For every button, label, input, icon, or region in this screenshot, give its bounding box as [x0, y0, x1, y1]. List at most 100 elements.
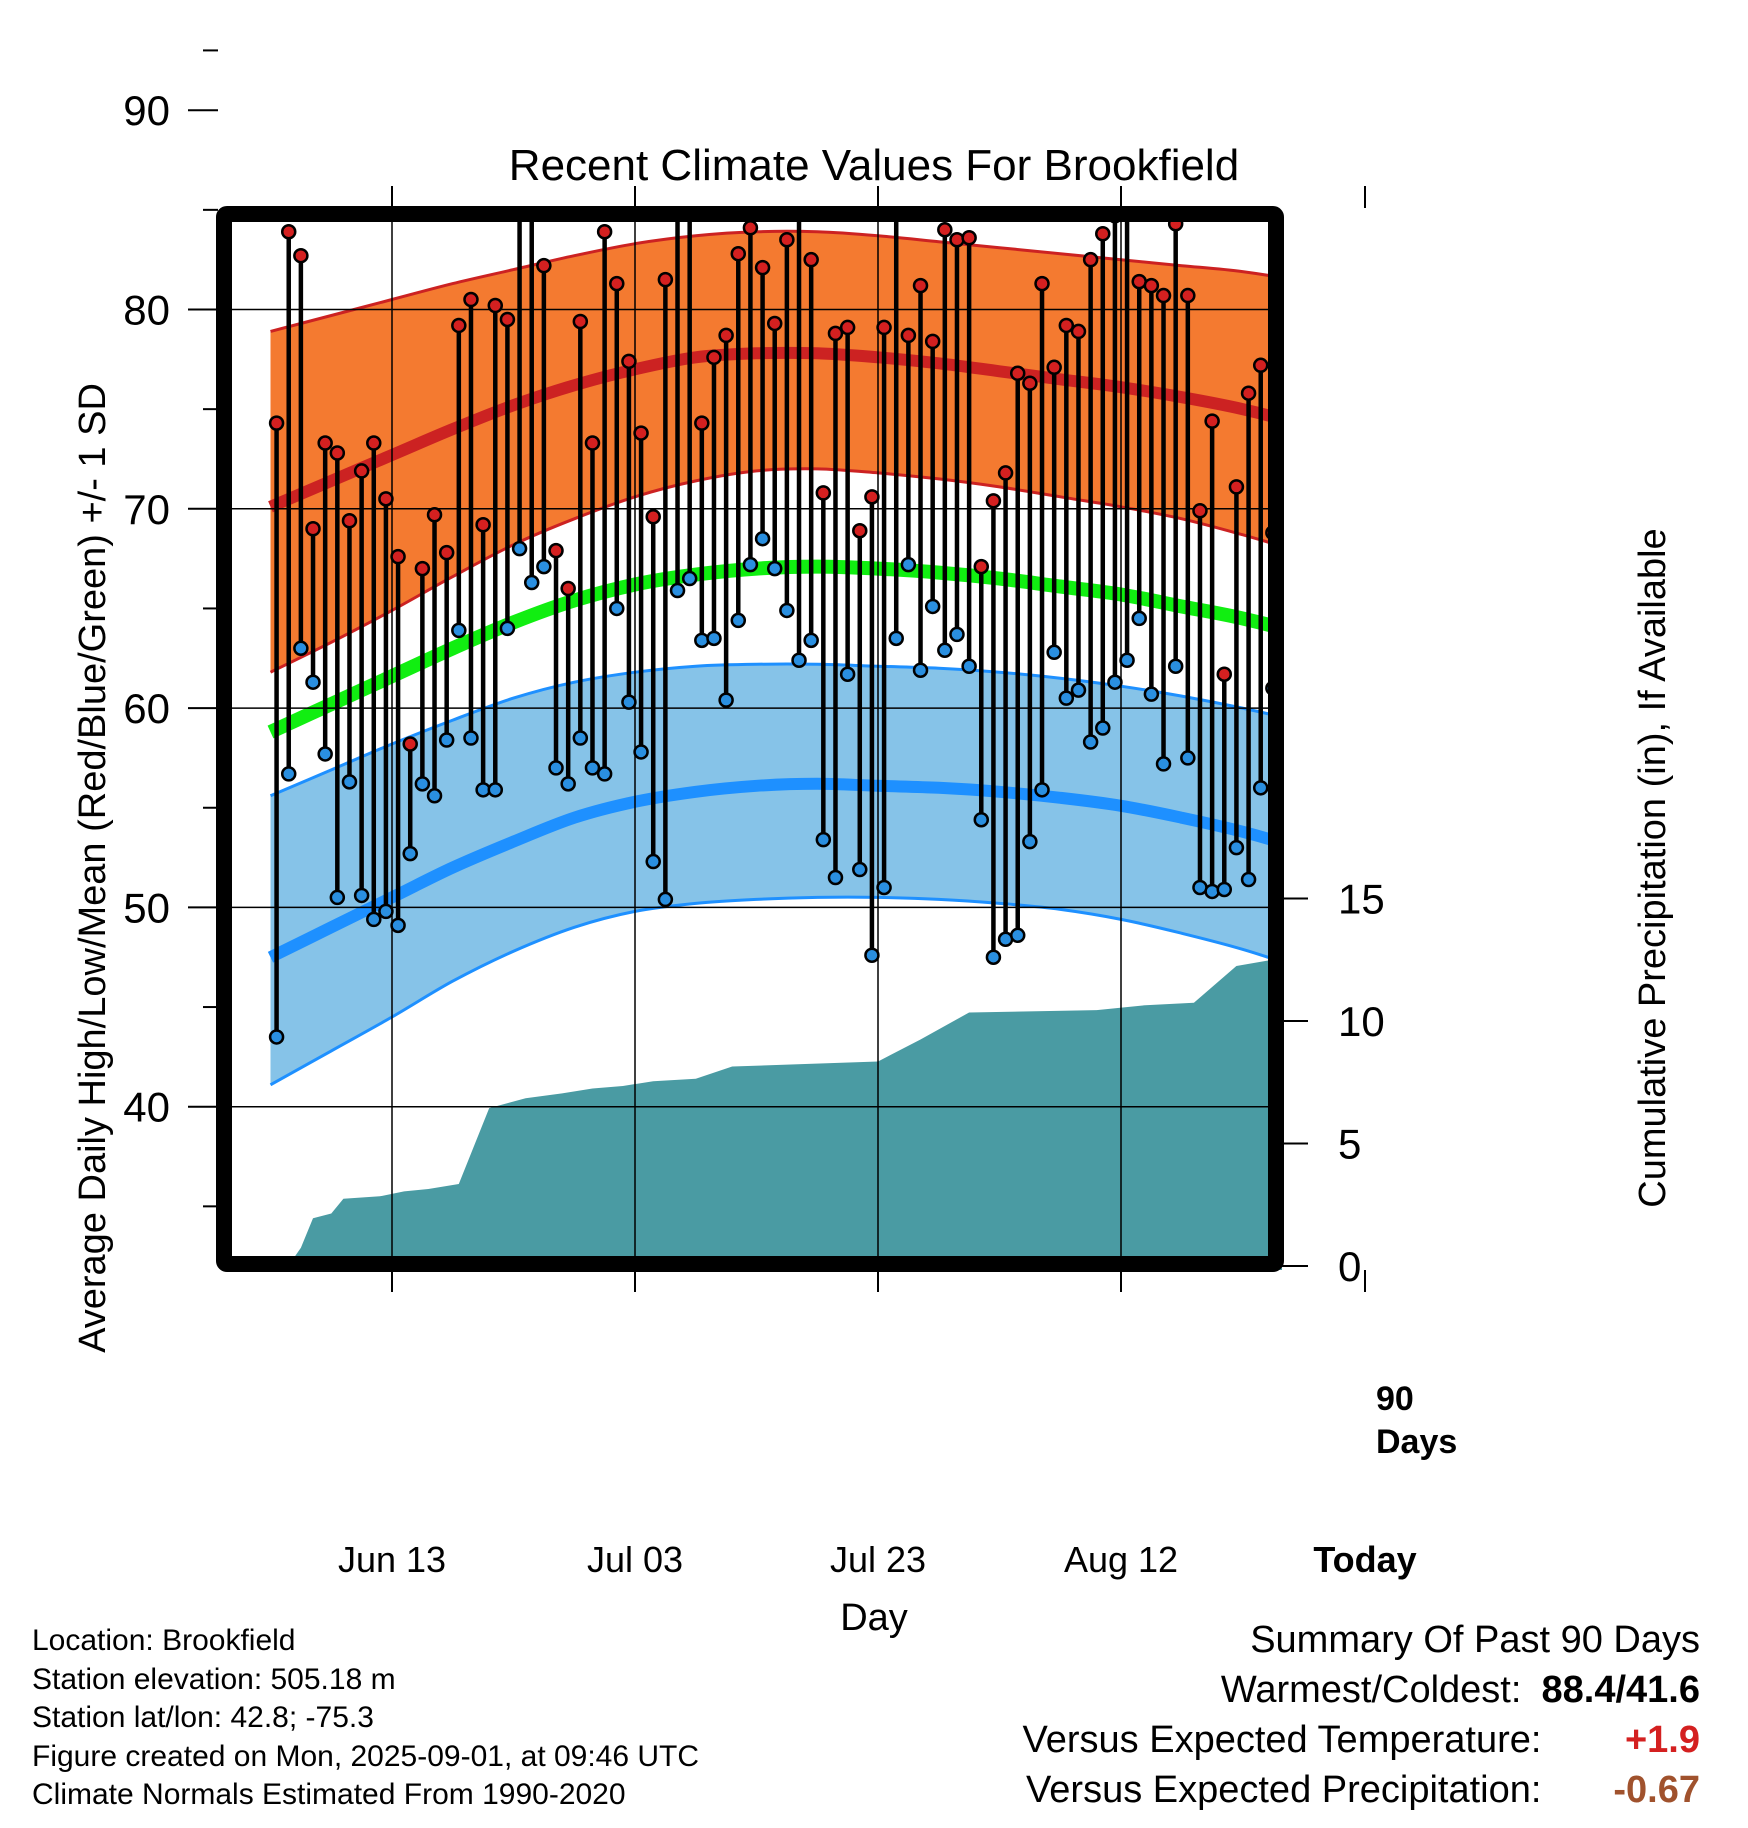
low-point — [779, 602, 795, 619]
high-point — [451, 317, 467, 334]
high-point — [1252, 357, 1269, 374]
low-point — [985, 949, 1002, 965]
high-point — [815, 485, 832, 501]
y2-tick-label: 5 — [1338, 1121, 1361, 1168]
high-point — [766, 315, 783, 332]
low-point — [1180, 750, 1196, 766]
low-point — [560, 776, 576, 792]
y-tick-label: 40 — [123, 1084, 170, 1131]
high-lower-edge — [269, 467, 1282, 674]
low-point — [766, 560, 783, 577]
high-point — [1351, 510, 1364, 523]
high-point — [657, 271, 674, 288]
warmest-value: 88.4/41.6 — [1541, 1669, 1700, 1711]
y-tick-label: 70 — [123, 486, 170, 533]
low-point — [937, 642, 953, 659]
low-point — [451, 622, 467, 639]
high-point — [1291, 600, 1304, 613]
low-point — [1058, 690, 1075, 706]
high-point — [366, 435, 382, 451]
plot-frame — [216, 206, 1284, 1272]
high-point — [973, 558, 990, 575]
low-point — [888, 630, 904, 647]
low-point — [536, 558, 552, 575]
low-point — [414, 776, 431, 792]
low-point — [827, 869, 844, 886]
summary-panel: Summary Of Past 90 Days Warmest/Coldest:… — [1023, 1615, 1700, 1815]
normals-text: Climate Normals Estimated From 1990-2020 — [32, 1778, 626, 1811]
high-point — [876, 319, 892, 336]
low-point — [1303, 981, 1316, 994]
summary-heading: Summary Of Past 90 Days — [1250, 1619, 1700, 1661]
low-point — [1107, 674, 1123, 690]
high-point — [463, 291, 479, 308]
low-point — [681, 570, 698, 587]
low-normal-line — [267, 777, 1282, 963]
high-point — [839, 319, 856, 336]
elevation-text: Station elevation: 505.18 m — [32, 1662, 396, 1696]
high-point — [742, 220, 759, 236]
low-point — [852, 861, 868, 878]
low-point — [487, 782, 504, 798]
high-point — [1192, 503, 1208, 519]
high-point — [949, 231, 965, 248]
warmest-label: Warmest/Coldest: — [1220, 1669, 1522, 1711]
low-point — [390, 917, 406, 934]
low-lower-edge — [269, 895, 1282, 1087]
y2-tick-label: 0 — [1338, 1243, 1361, 1290]
high-point — [706, 349, 722, 366]
high-point — [426, 507, 443, 523]
low-point — [815, 831, 832, 848]
low-point — [694, 632, 710, 649]
low-point — [924, 598, 941, 615]
low-point — [803, 632, 819, 649]
high-point — [1022, 375, 1038, 391]
high-point — [1339, 638, 1352, 651]
low-point — [426, 788, 443, 804]
temp-value: +1.9 — [1624, 1719, 1700, 1761]
high-point — [341, 513, 358, 529]
low-point — [876, 879, 892, 896]
high-point — [1070, 323, 1087, 340]
low-point — [1339, 1050, 1352, 1063]
x-tick-label: Jun 13 — [338, 1539, 446, 1580]
high-point — [1143, 277, 1160, 294]
high-point — [779, 231, 795, 248]
high-point — [293, 247, 309, 264]
high-point — [827, 325, 844, 342]
high-point — [1082, 251, 1099, 268]
high-point — [718, 327, 734, 344]
high-point — [536, 257, 552, 274]
low-point — [706, 630, 722, 647]
low-point — [973, 811, 990, 828]
low-point — [912, 662, 929, 678]
low-point — [499, 620, 516, 637]
low-point — [511, 540, 528, 557]
low-point — [633, 744, 649, 760]
axes: 40 50 60 70 80 90 0 5 10 15 Jun 13 Jul 03 Jul 23 Aug … — [123, 49, 1417, 1580]
low-point — [791, 652, 807, 669]
y2-tick-label: 15 — [1338, 876, 1385, 923]
high-point — [475, 516, 491, 533]
high-point — [1204, 413, 1220, 429]
low-point — [548, 760, 564, 776]
low-point — [1034, 782, 1050, 798]
high-point — [1240, 385, 1257, 401]
high-point — [329, 445, 346, 461]
low-point — [1291, 983, 1304, 996]
low-point — [305, 674, 321, 690]
high-point — [1095, 226, 1111, 242]
low-point — [657, 891, 674, 908]
x-axis-label: Day — [840, 1597, 908, 1639]
y2-axis-label: Cumulative Precipitation (in), If Availa… — [1632, 528, 1674, 1207]
x-tick-label: Today — [1313, 1539, 1416, 1580]
low-point — [961, 658, 977, 674]
high-point — [560, 580, 576, 597]
low-point — [669, 582, 686, 599]
precip-value: -0.67 — [1613, 1769, 1700, 1811]
high-point — [803, 251, 819, 268]
y-tick-label: 60 — [123, 685, 170, 732]
low-point — [718, 692, 734, 708]
x-tick-label: Jul 23 — [830, 1539, 926, 1580]
high-point — [937, 222, 953, 238]
